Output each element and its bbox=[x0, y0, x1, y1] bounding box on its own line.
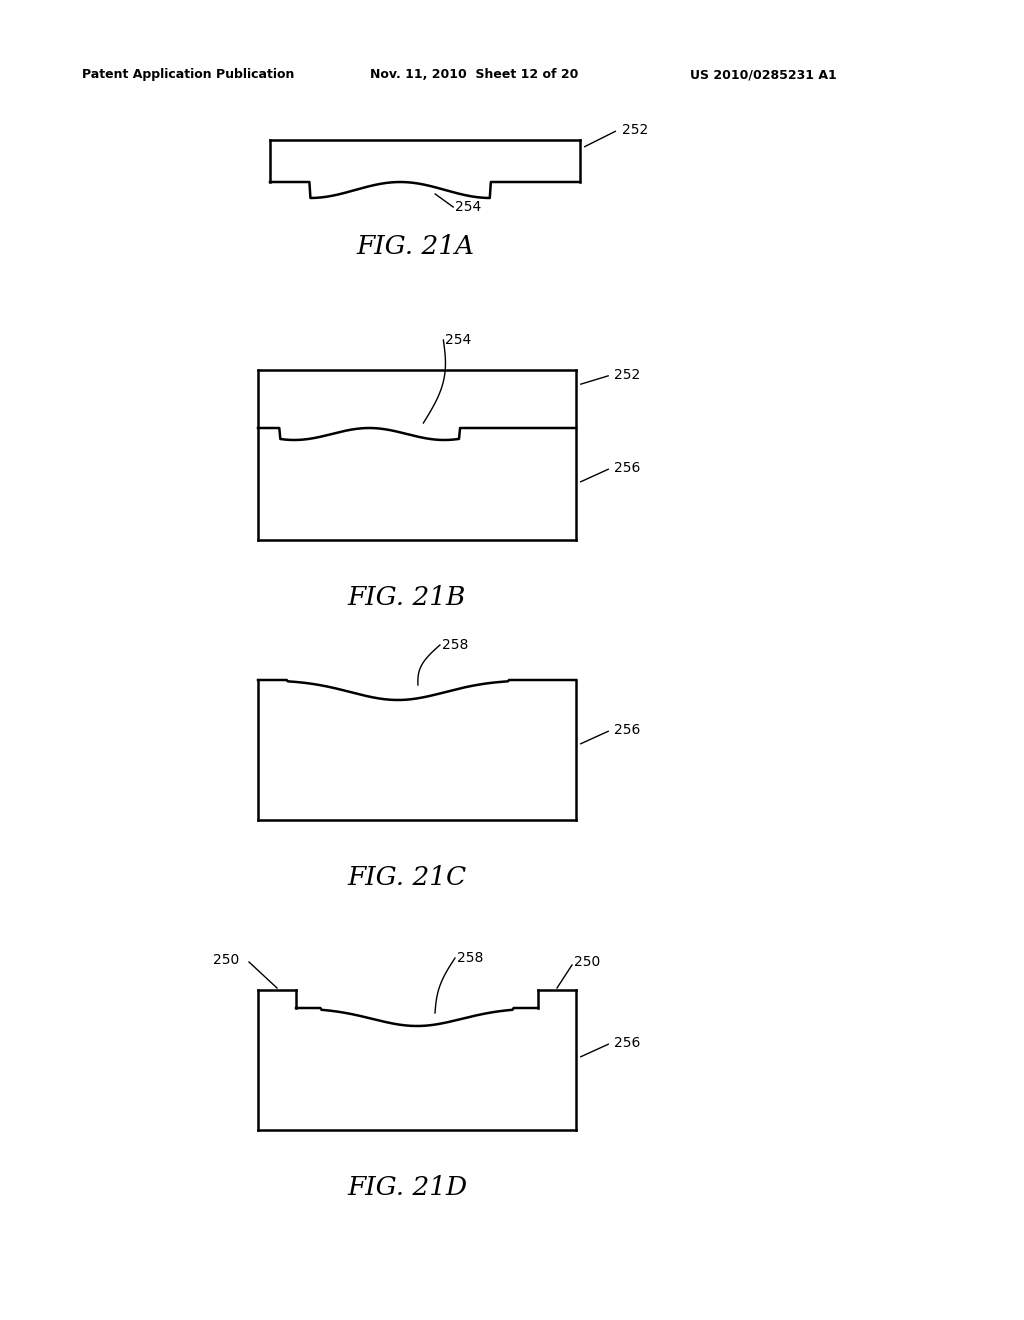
Text: 252: 252 bbox=[614, 368, 640, 381]
Text: 250: 250 bbox=[213, 953, 240, 968]
Text: 256: 256 bbox=[614, 1036, 640, 1049]
Text: 258: 258 bbox=[442, 638, 468, 652]
Text: FIG. 21D: FIG. 21D bbox=[347, 1175, 467, 1200]
Text: 254: 254 bbox=[445, 333, 472, 347]
Text: 254: 254 bbox=[456, 201, 481, 214]
Text: Patent Application Publication: Patent Application Publication bbox=[82, 69, 294, 81]
Text: FIG. 21C: FIG. 21C bbox=[347, 865, 467, 890]
Text: US 2010/0285231 A1: US 2010/0285231 A1 bbox=[690, 69, 837, 81]
Text: FIG. 21B: FIG. 21B bbox=[348, 585, 466, 610]
Text: 252: 252 bbox=[622, 123, 648, 137]
Text: 250: 250 bbox=[574, 954, 600, 969]
Text: 256: 256 bbox=[614, 723, 640, 737]
Text: 256: 256 bbox=[614, 461, 640, 475]
Text: 258: 258 bbox=[457, 950, 483, 965]
Text: FIG. 21A: FIG. 21A bbox=[356, 234, 474, 259]
Text: Nov. 11, 2010  Sheet 12 of 20: Nov. 11, 2010 Sheet 12 of 20 bbox=[370, 69, 579, 81]
